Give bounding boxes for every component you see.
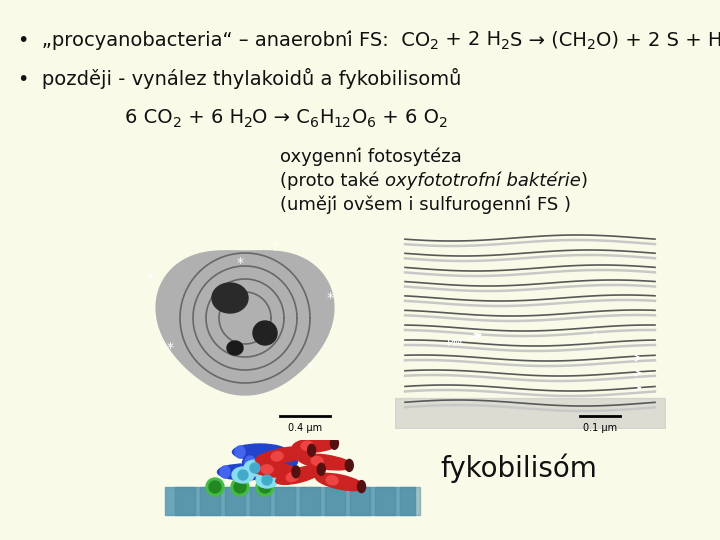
Text: oxygenní fotosytéza: oxygenní fotosytéza <box>280 148 462 166</box>
Text: 2: 2 <box>431 38 439 52</box>
Text: 6 CO: 6 CO <box>125 108 173 127</box>
Text: 0.1 μm: 0.1 μm <box>583 423 617 433</box>
Text: T: T <box>271 243 279 253</box>
Polygon shape <box>212 283 248 313</box>
Polygon shape <box>253 321 277 345</box>
Text: 6: 6 <box>310 116 319 130</box>
Ellipse shape <box>292 466 300 478</box>
Bar <box>225 487 245 515</box>
Ellipse shape <box>326 476 338 485</box>
Ellipse shape <box>245 456 255 468</box>
Ellipse shape <box>311 456 323 465</box>
Text: + 2 H: + 2 H <box>439 30 501 49</box>
Text: *: * <box>592 331 598 345</box>
Bar <box>400 487 420 515</box>
Polygon shape <box>227 341 243 355</box>
Text: ): ) <box>581 172 588 190</box>
Text: fykobilisóm: fykobilisóm <box>440 453 597 483</box>
Bar <box>325 487 345 515</box>
Text: (proto také: (proto také <box>280 172 385 191</box>
Ellipse shape <box>292 438 338 452</box>
Bar <box>275 487 295 515</box>
Text: 2: 2 <box>587 38 596 52</box>
Text: H: H <box>319 108 334 127</box>
Text: oxyfototrofní baktérie: oxyfototrofní baktérie <box>385 172 581 191</box>
Bar <box>250 487 270 515</box>
Ellipse shape <box>256 478 274 496</box>
Ellipse shape <box>256 447 315 464</box>
Text: •  „procyanobacteria“ – anaerobní FS:  CO: • „procyanobacteria“ – anaerobní FS: CO <box>18 30 431 50</box>
Ellipse shape <box>250 463 260 473</box>
Ellipse shape <box>220 466 230 478</box>
Text: O: O <box>351 108 367 127</box>
Text: + 6 O: + 6 O <box>376 108 438 127</box>
Bar <box>175 487 195 515</box>
Bar <box>200 487 220 515</box>
Ellipse shape <box>301 441 313 450</box>
Text: *: * <box>236 256 243 270</box>
Text: 2: 2 <box>173 116 181 130</box>
Polygon shape <box>156 251 334 395</box>
Text: 6: 6 <box>367 116 376 130</box>
Text: 2: 2 <box>243 116 253 130</box>
Ellipse shape <box>307 444 315 456</box>
Ellipse shape <box>261 465 273 474</box>
Ellipse shape <box>206 478 224 496</box>
Text: 2: 2 <box>438 116 448 130</box>
Text: PM: PM <box>447 338 463 348</box>
Text: 0.4 μm: 0.4 μm <box>288 423 322 433</box>
Ellipse shape <box>232 467 254 483</box>
Ellipse shape <box>231 478 249 496</box>
Ellipse shape <box>235 446 245 458</box>
Text: *: * <box>326 291 333 305</box>
Ellipse shape <box>251 463 299 477</box>
Ellipse shape <box>217 464 272 480</box>
Ellipse shape <box>256 472 278 488</box>
Text: (umějí ovšem i sulfurogenní FS ): (umějí ovšem i sulfurogenní FS ) <box>280 196 571 214</box>
Text: O) + 2 S + H: O) + 2 S + H <box>596 30 720 49</box>
Ellipse shape <box>262 475 272 485</box>
Ellipse shape <box>346 460 354 471</box>
Ellipse shape <box>358 481 366 492</box>
Ellipse shape <box>209 481 221 493</box>
Ellipse shape <box>287 472 298 482</box>
Bar <box>350 487 370 515</box>
Ellipse shape <box>238 470 248 480</box>
Ellipse shape <box>276 465 324 484</box>
Ellipse shape <box>271 452 283 461</box>
Ellipse shape <box>244 460 266 476</box>
Bar <box>375 487 395 515</box>
Text: *: * <box>307 361 313 375</box>
Text: + 6 H: + 6 H <box>181 108 243 127</box>
Ellipse shape <box>243 454 297 470</box>
Text: *: * <box>166 341 174 355</box>
Text: O → C: O → C <box>253 108 310 127</box>
Ellipse shape <box>315 474 364 491</box>
Text: 2: 2 <box>501 38 510 52</box>
Bar <box>300 487 320 515</box>
Ellipse shape <box>234 481 246 493</box>
Ellipse shape <box>298 454 352 470</box>
Ellipse shape <box>330 437 338 449</box>
Bar <box>165 487 415 515</box>
Text: S → (CH: S → (CH <box>510 30 587 49</box>
Ellipse shape <box>259 481 271 493</box>
Text: •  později - vynález thylakoidů a fykobilisomů: • později - vynález thylakoidů a fykobil… <box>18 68 462 89</box>
Ellipse shape <box>318 463 325 475</box>
Ellipse shape <box>233 444 287 460</box>
Text: *: * <box>146 271 153 285</box>
Text: 12: 12 <box>334 116 351 130</box>
